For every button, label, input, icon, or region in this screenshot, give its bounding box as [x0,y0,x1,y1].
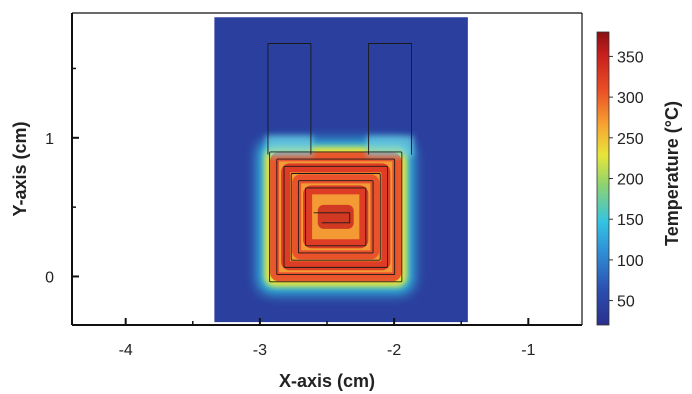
y-tick-label: 0 [45,269,54,286]
y-tick-label: 1 [45,131,54,148]
lead-heat [366,135,414,157]
heater-trace-outline [269,151,403,283]
x-tick-label: -1 [521,342,535,359]
hot-loop [281,163,391,271]
colorbar: 50 100 150 200 250 300 350 Temperature (°C) [596,31,682,326]
trace-loop [276,158,396,276]
colorbar-tick-label: 250 [617,131,644,148]
lead-outline [368,43,413,155]
y-ticks: 01 [45,67,79,286]
colorbar-gradient [596,31,610,326]
x-axis-title: X-axis (cm) [279,371,375,391]
trace-loop [283,165,388,268]
hot-loop [292,174,380,260]
colorbar-tick-label: 100 [617,253,644,270]
x-tick-label: -4 [119,342,133,359]
hot-loop [303,185,369,249]
colorbar-ticks: 50 100 150 200 250 300 350 [609,49,644,311]
lead-glow [265,135,414,157]
colorbar-tick-label: 300 [617,90,644,107]
trace-loop [297,180,374,254]
x-tick-label: -2 [387,342,401,359]
trace-center [313,212,351,224]
colorbar-tick-label: 350 [617,49,644,66]
lead-heat [265,135,313,157]
hot-center [317,204,354,229]
trace-loop [269,151,403,283]
x-tick-label: -3 [253,342,267,359]
trace-loop [305,187,367,247]
colorbar-tick-label: 50 [617,294,635,311]
colorbar-title: Temperature (°C) [662,101,682,246]
colorbar-tick-label: 150 [617,212,644,229]
lead-outline [267,43,312,155]
y-axis-title: Y-axis (cm) [10,121,30,216]
x-ticks: -4 -3 -2 -1 [119,318,536,359]
trace-loop [290,173,381,261]
lead-outlines [267,43,413,155]
colorbar-tick-label: 200 [617,172,644,189]
hot-loop [270,152,402,282]
temperature-field [214,17,468,323]
